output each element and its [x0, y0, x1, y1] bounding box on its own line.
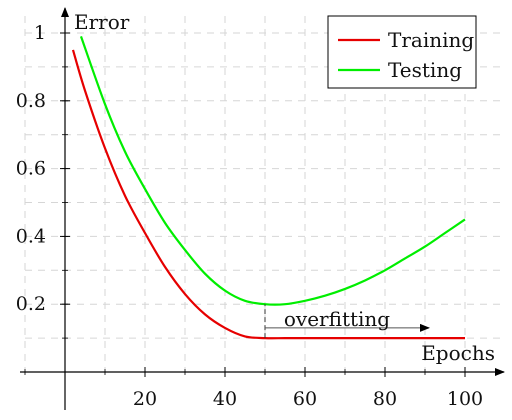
y-tick-label-3: 0.8: [16, 90, 46, 112]
axes-layer: 20 40 60 80 100 0.2 0.4 0.6 0.8 1 Error Epochs: [16, 7, 505, 410]
legend-box: [327, 15, 477, 89]
y-tick-label-1: 0.4: [16, 225, 46, 247]
legend-label-testing: Testing: [388, 58, 462, 82]
y-tick-label-2: 0.6: [16, 158, 46, 180]
y-tick-label-0: 0.2: [16, 293, 46, 315]
x-tick-label-4: 100: [447, 388, 483, 410]
x-tick-label-0: 20: [133, 388, 157, 410]
y-tick-label-4: 1: [34, 22, 46, 44]
series-line-training: [71, 49, 465, 340]
overfitting-label: overfitting: [284, 307, 390, 331]
x-axis-label: Epochs: [421, 341, 495, 365]
legend-layer: Training Testing: [327, 15, 477, 89]
x-tick-label-2: 60: [293, 388, 317, 410]
legend-label-training: Training: [388, 28, 474, 52]
series-line-testing: [79, 36, 466, 306]
x-tick-label-1: 40: [213, 388, 237, 410]
x-tick-label-3: 80: [373, 388, 397, 410]
y-axis-label: Error: [74, 10, 130, 34]
annotation-layer: overfitting: [264, 304, 430, 339]
